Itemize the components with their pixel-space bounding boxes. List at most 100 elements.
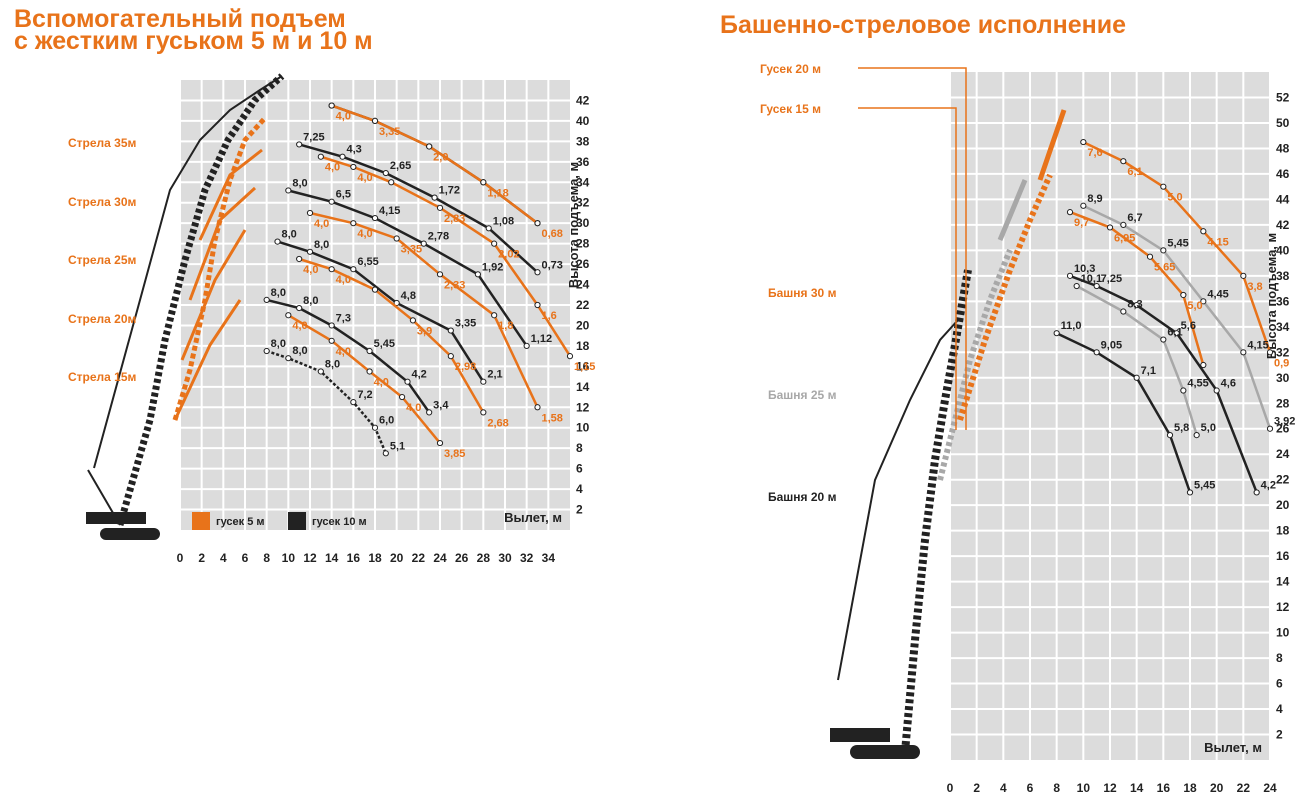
legend-orange-label: гусек 5 м [216, 516, 265, 528]
left-data-label: 4,0 [336, 111, 351, 123]
right-data-label: 4,45 [1207, 288, 1228, 300]
right-chart-series: 7,6 6,1 5,0 4,15 3,8 0,9 8,9 6,7 5,45 4,45 4,15 3,9… [1053, 138, 1295, 496]
right-series-point [1180, 387, 1187, 394]
left-series-point [371, 424, 379, 431]
right-y-tick: 8 [1276, 651, 1283, 665]
right-series-point [1173, 330, 1180, 337]
right-series-point [1240, 349, 1247, 356]
right-data-label: 9,7 [1074, 217, 1089, 229]
right-data-label: 6,95 [1114, 232, 1135, 244]
left-data-label: 8,0 [325, 358, 340, 370]
right-data-label: 4,6 [1221, 378, 1236, 390]
right-series-point [1200, 361, 1207, 369]
left-series-point [382, 450, 389, 457]
left-data-label: 3,35 [379, 126, 400, 138]
left-series-point [420, 240, 427, 247]
right-y-tick: 36 [1276, 294, 1290, 308]
left-chart-series: 4,0 3,35 2,0 1,18 0,68 7,25 4,3 2,65 1,72 1,08 0,7… [263, 102, 595, 460]
right-data-label: 6,1 [1167, 327, 1182, 339]
right-series-point [1073, 282, 1080, 290]
right-y-tick: 52 [1276, 90, 1290, 104]
left-data-label: 3,85 [444, 448, 465, 460]
left-y-tick: 28 [576, 237, 590, 251]
left-data-label: 4,0 [303, 264, 318, 276]
left-y-tick: 2 [576, 503, 583, 517]
right-y-tick: 48 [1276, 141, 1290, 155]
left-series-point [263, 347, 270, 355]
left-data-label: 3,35 [401, 244, 422, 256]
right-y-tick: 34 [1276, 320, 1290, 334]
left-data-label: 3,35 [455, 318, 476, 330]
left-series-point [317, 368, 324, 375]
left-y-tick: 22 [576, 298, 590, 312]
left-data-label: 1,8 [498, 320, 513, 332]
left-data-label: 2,68 [487, 417, 508, 429]
right-data-label: 7,6 [1087, 147, 1102, 159]
left-data-label: 1,6 [542, 310, 557, 322]
left-y-tick: 20 [576, 318, 590, 332]
left-title-line2: с жестким гуськом 5 м и 10 м [14, 27, 373, 55]
right-data-label: 9,05 [1101, 339, 1122, 351]
left-series-point [371, 214, 379, 222]
left-series-point [447, 353, 454, 360]
right-series-point [1180, 291, 1187, 299]
right-y-tick: 32 [1276, 345, 1290, 359]
tower-25-label: Башня 25 м [768, 388, 837, 402]
right-data-label: 0,9 [1274, 357, 1289, 369]
left-data-label: 6,5 [336, 189, 351, 201]
left-series-point [426, 409, 433, 416]
right-y-tick: 40 [1276, 243, 1290, 257]
left-data-label: 2,98 [455, 361, 476, 373]
left-series-point [350, 163, 357, 171]
right-series-line-3 [1069, 274, 1258, 493]
left-series-point [263, 296, 270, 303]
left-data-label: 6,55 [357, 256, 378, 268]
left-y-tick: 6 [576, 462, 583, 476]
left-series-point [306, 209, 314, 217]
left-x-tick: 10 [282, 551, 296, 565]
left-data-label: 3,4 [433, 399, 449, 411]
left-series-point [534, 301, 541, 309]
boom-25-label: Стрела 25м [68, 253, 137, 267]
right-series-point [1133, 302, 1140, 309]
left-series-point [426, 143, 433, 150]
left-series-point [393, 235, 400, 242]
right-grid: 0 2 4 6 8 10 12 14 16 18 20 22 242468101214161820222… [947, 72, 1290, 795]
right-y-axis-label: Высота подъема, м [1264, 233, 1279, 359]
legend-orange-swatch [192, 512, 210, 530]
left-series-point [371, 117, 379, 125]
right-x-axis-label: Вылет, м [1204, 740, 1262, 755]
left-x-tick: 14 [325, 551, 339, 565]
left-data-label: 5,1 [390, 440, 405, 452]
left-series-point [398, 393, 406, 401]
right-data-label: 4,15 [1247, 339, 1268, 351]
right-data-label: 4,2 [1261, 479, 1276, 491]
left-data-label: 2,33 [444, 279, 465, 291]
right-y-tick: 26 [1276, 422, 1290, 436]
right-series-point [1093, 349, 1100, 356]
left-data-label: 2,65 [390, 160, 411, 172]
boom-30-label: Стрела 30м [68, 195, 137, 209]
left-series-point [366, 347, 373, 355]
right-x-tick: 2 [973, 781, 980, 795]
right-series-point [1120, 158, 1127, 165]
right-series-point [1160, 183, 1167, 190]
left-data-label: 7,25 [303, 131, 324, 143]
right-series-point [1200, 228, 1207, 235]
right-title: Башенно-стреловое исполнение [720, 11, 1126, 39]
left-data-label: 4,2 [412, 369, 427, 381]
right-x-tick: 8 [1053, 781, 1060, 795]
left-y-tick: 12 [576, 400, 590, 414]
right-x-tick: 14 [1130, 781, 1144, 795]
left-x-tick: 2 [198, 551, 205, 565]
left-y-tick: 42 [576, 93, 590, 107]
right-series-point [1240, 272, 1247, 279]
left-series-line-10 [266, 349, 387, 454]
right-series-point [1160, 336, 1167, 343]
right-data-label: 3,8 [1247, 281, 1262, 293]
left-x-tick: 34 [542, 551, 556, 565]
left-x-tick: 28 [477, 551, 491, 565]
right-data-label: 5,0 [1167, 192, 1182, 204]
right-data-label: 5,8 [1174, 422, 1189, 434]
left-y-tick: 38 [576, 134, 590, 148]
